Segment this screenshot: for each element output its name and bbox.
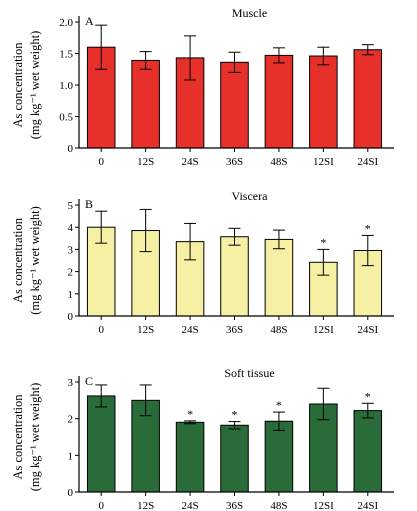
y-tick-label: 3 bbox=[68, 244, 74, 256]
x-tick-label: 24S bbox=[182, 156, 199, 168]
chart-panel-a: 0 12S 24S 36S 48S 12SI 24SI 0 0.5 1.0 1.5 2.0 A Muscl… bbox=[11, 6, 394, 168]
significance-marker: * bbox=[232, 408, 238, 422]
y-tick-label: 2.0 bbox=[59, 17, 73, 29]
chart-panel-c: 0 12S * 24S * 36S * 48S 12SI * 24SI 0 1 2 3 C Soft tissu… bbox=[11, 366, 394, 511]
bar bbox=[220, 61, 249, 149]
y-tick-label: 3 bbox=[68, 377, 74, 389]
bar bbox=[131, 59, 160, 149]
chart-panel-b: 0 12S 24S 36S 48S * 12SI * 24SI 0 1 2 3 4 5 B Viscera As … bbox=[11, 189, 394, 336]
y-tick-label: 4 bbox=[68, 222, 74, 234]
x-tick-label: 12S bbox=[137, 156, 154, 168]
y-tick-label: 1.0 bbox=[59, 80, 73, 92]
x-tick-label: 24S bbox=[182, 324, 199, 336]
significance-marker: * bbox=[187, 407, 193, 421]
y-axis-label: As concentration bbox=[11, 394, 25, 480]
x-tick-label: 24SI bbox=[357, 324, 378, 336]
bar bbox=[264, 420, 294, 493]
x-tick-label: 24S bbox=[182, 500, 199, 511]
chart-title: Muscle bbox=[232, 6, 267, 20]
significance-marker: * bbox=[276, 398, 282, 412]
y-tick-label: 1 bbox=[68, 450, 74, 462]
bar bbox=[220, 236, 249, 317]
bar bbox=[264, 54, 294, 149]
x-tick-label: 48S bbox=[270, 324, 287, 336]
significance-marker: * bbox=[365, 221, 371, 235]
x-tick-label: 24SI bbox=[357, 156, 378, 168]
x-tick-label: 48S bbox=[270, 156, 287, 168]
x-tick-label: 48S bbox=[270, 500, 287, 511]
x-tick-label: 0 bbox=[98, 324, 104, 336]
bar bbox=[220, 424, 249, 493]
x-tick-label: 24SI bbox=[357, 500, 378, 511]
y-axis-label: (mg kg⁻¹ wet weight) bbox=[28, 31, 42, 140]
y-axis-label: As concentration bbox=[11, 217, 25, 303]
chart-title: Soft tissue bbox=[224, 366, 274, 380]
panel-label: C bbox=[85, 374, 93, 388]
chart-title: Viscera bbox=[232, 189, 269, 203]
x-tick-label: 12S bbox=[137, 500, 154, 511]
x-tick-label: 12S bbox=[137, 324, 154, 336]
y-tick-label: 1 bbox=[68, 289, 74, 301]
y-tick-label: 5 bbox=[68, 200, 74, 212]
y-axis-label: (mg kg⁻¹ wet weight) bbox=[28, 206, 42, 315]
bar bbox=[353, 49, 383, 149]
x-tick-label: 12SI bbox=[313, 500, 334, 511]
bar bbox=[309, 55, 338, 149]
x-tick-label: 0 bbox=[98, 156, 104, 168]
y-axis-label: (mg kg⁻¹ wet weight) bbox=[28, 383, 42, 492]
y-tick-label: 0.5 bbox=[59, 112, 73, 124]
x-tick-label: 36S bbox=[226, 156, 243, 168]
y-tick-label: 1.5 bbox=[59, 49, 73, 61]
panel-label: A bbox=[85, 14, 94, 28]
significance-marker: * bbox=[320, 235, 326, 249]
x-tick-label: 0 bbox=[98, 500, 104, 511]
significance-marker: * bbox=[365, 389, 371, 403]
y-tick-label: 2 bbox=[68, 267, 74, 279]
y-tick-label: 0 bbox=[68, 487, 74, 499]
bar bbox=[264, 238, 294, 317]
x-tick-label: 36S bbox=[226, 324, 243, 336]
x-tick-label: 12SI bbox=[313, 324, 334, 336]
y-tick-label: 0 bbox=[68, 143, 74, 155]
panel-label: B bbox=[85, 197, 93, 211]
bar bbox=[353, 410, 383, 493]
x-tick-label: 12SI bbox=[313, 156, 334, 168]
bar bbox=[86, 395, 116, 493]
y-tick-label: 0 bbox=[68, 311, 74, 323]
y-axis-label: As concentration bbox=[11, 42, 25, 128]
x-tick-label: 36S bbox=[226, 500, 243, 511]
y-tick-label: 2 bbox=[68, 414, 74, 426]
bar bbox=[175, 421, 205, 493]
